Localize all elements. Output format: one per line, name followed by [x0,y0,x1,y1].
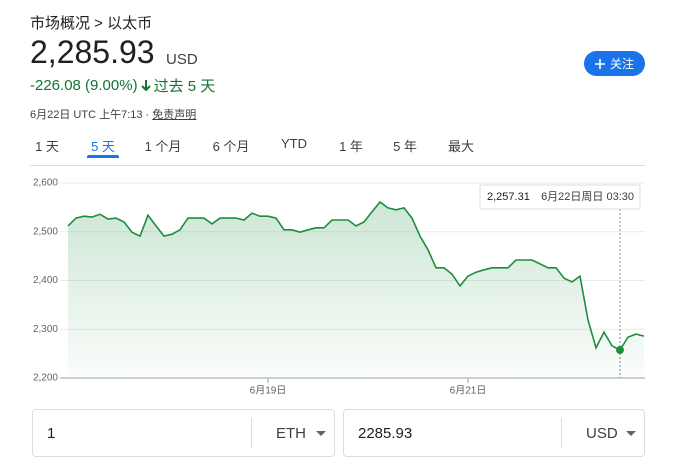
area [68,202,644,378]
y-tick-label: 2,500 [33,226,58,237]
separator [251,418,252,448]
result: 2285.93 [358,425,413,442]
currency: USD [166,51,198,68]
period: 过去 5 天 [153,78,216,95]
to-currency[interactable]: USD [586,425,618,442]
hover-dot [616,346,624,355]
price-line [67,200,645,352]
x-tick-label: 6月21日 [450,385,487,397]
follow-button[interactable]: 关注 [584,51,645,76]
divider [30,165,645,166]
tab-underline [87,155,119,158]
range-tab[interactable]: 5 年 [393,139,417,154]
range-tab[interactable]: 5 天 [91,139,115,154]
follow-label: 关注 [609,57,634,71]
price: 2,285.93 [30,34,155,70]
range-tab[interactable]: 1 年 [339,139,363,154]
change: -226.08 (9.00%) [30,77,138,94]
range-tab[interactable]: 1 天 [35,139,59,154]
tooltip-time: 6月22日周日 03:30 [541,190,634,203]
x-tick-label: 6月19日 [250,385,287,397]
range-tab[interactable]: YTD [281,136,307,151]
change-row: -226.08 (9.00%) 过去 5 天 [30,75,215,96]
range-tab[interactable]: 最大 [447,139,475,154]
caret [316,431,326,436]
tooltip-value: 2,257.31 [487,191,530,203]
separator [561,418,562,448]
y-tick-label: 2,200 [33,373,58,384]
chart: 2,200 2,300 2,400 2,500 2,600 6月19日 6月21日 2,257… [33,178,645,397]
range-tab[interactable]: 1 个月 [144,139,182,154]
timestamp-row: 6月22日 UTC 上午7:13 · 免责声明 [30,106,196,122]
breadcrumb: 市场概况 > 以太币 [30,15,153,32]
amount: 1 [47,425,56,442]
tooltip-box [479,184,641,210]
range-tab[interactable]: 6 个月 [212,139,250,154]
down-arrow [140,79,151,91]
y-tick-label: 2,600 [33,178,58,189]
timestamp: 6月22日 UTC 上午7:13 · [30,109,150,121]
disclaimer-link[interactable]: 免责声明 [152,109,197,121]
y-tick-label: 2,300 [33,324,58,335]
caret [626,431,636,436]
from-currency[interactable]: ETH [276,425,306,442]
plus-icon [594,58,605,69]
result-box[interactable]: 2285.93 USD [343,409,645,457]
amount-box[interactable]: 1 ETH [32,409,335,457]
y-tick-label: 2,400 [33,275,58,286]
